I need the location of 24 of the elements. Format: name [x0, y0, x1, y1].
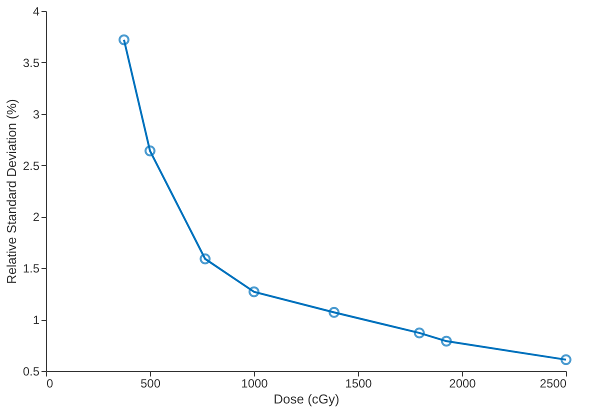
y-tick-label: 3.5 [22, 56, 40, 70]
point [560, 354, 572, 366]
x-tick-label: 0 [46, 376, 54, 390]
y-axis-title: Relative Standard Deviation (%) [4, 99, 19, 284]
y-tick-label: 4 [32, 4, 40, 18]
point [144, 145, 156, 156]
point [200, 253, 211, 264]
point [328, 306, 340, 318]
y-tick-label: 1 [32, 313, 40, 328]
y-tick-label: 1.5 [22, 262, 40, 276]
x-tick-label: 1000 [241, 376, 268, 390]
x-tick-label: 2500 [540, 376, 567, 390]
y-tick-label: 2 [32, 210, 40, 224]
x-tick-label: 1500 [345, 376, 372, 390]
point [440, 336, 452, 347]
x-tick-label: 2000 [449, 376, 476, 390]
point [118, 34, 130, 46]
x-tick-label: 500 [140, 376, 161, 390]
point [414, 327, 425, 338]
point [248, 286, 260, 298]
y-tick-label: 3 [32, 107, 40, 122]
y-tick-label: 0.5 [22, 364, 40, 378]
x-axis-title: Dose (cGy) [274, 392, 340, 406]
y-tick-label: 2.5 [22, 158, 40, 173]
